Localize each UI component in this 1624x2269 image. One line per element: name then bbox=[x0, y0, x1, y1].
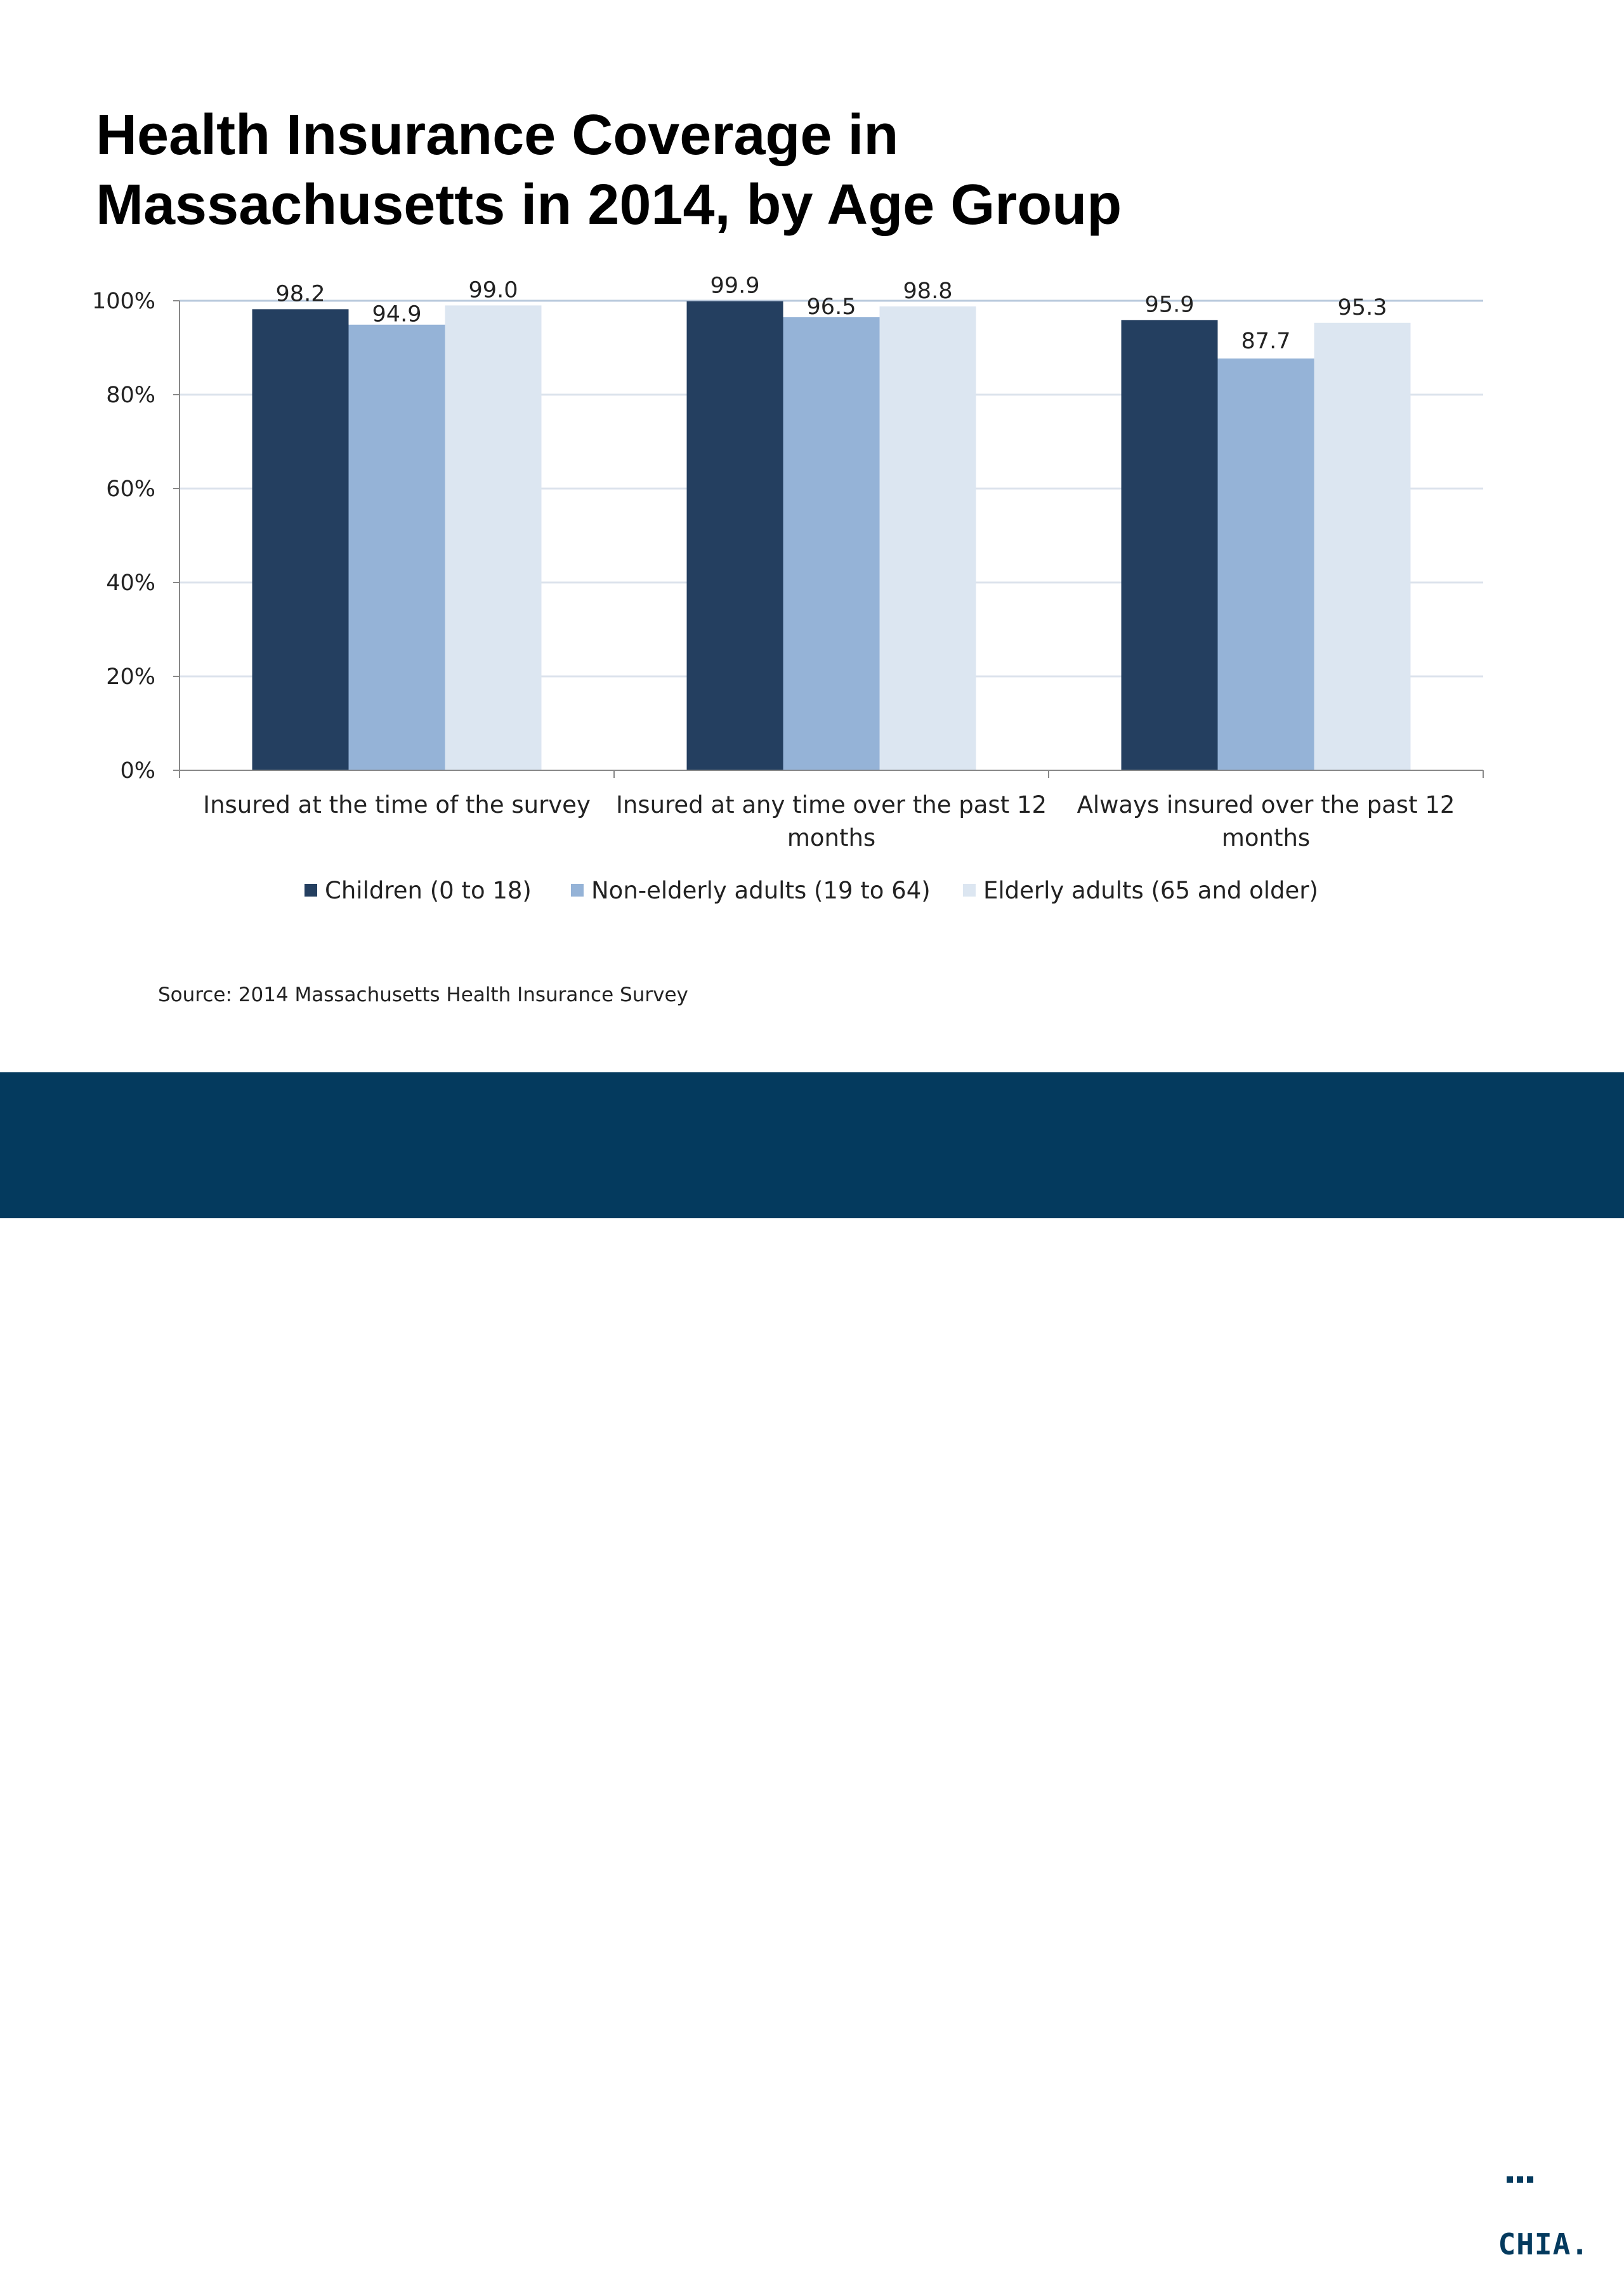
legend-swatch bbox=[571, 884, 584, 897]
x-category-label: Insured at any time over the past 12 bbox=[616, 791, 1047, 819]
x-category-label: Insured at the time of the survey bbox=[203, 791, 591, 819]
y-tick-label: 80% bbox=[106, 383, 155, 408]
bar bbox=[348, 324, 445, 770]
x-category-label: months bbox=[787, 824, 875, 852]
bar bbox=[1121, 320, 1218, 771]
x-category-label: months bbox=[1222, 824, 1310, 852]
slide-title-line-2: Massachusetts in 2014, by Age Group bbox=[96, 173, 1122, 237]
slide-title: Health Insurance Coverage in Massachuset… bbox=[96, 100, 1365, 240]
logo-text: CHIA. bbox=[1498, 2227, 1589, 2261]
data-label: 99.0 bbox=[469, 277, 518, 303]
logo-dots-icon bbox=[1507, 2176, 1533, 2183]
footer-band: 7 CHIA. bbox=[0, 1072, 1624, 2269]
bar bbox=[1217, 358, 1314, 770]
data-label: 94.9 bbox=[372, 302, 422, 327]
bar bbox=[783, 317, 880, 770]
chia-logo: CHIA. bbox=[1495, 2166, 1598, 2269]
bar bbox=[445, 305, 542, 770]
data-label: 95.3 bbox=[1338, 295, 1387, 320]
bar bbox=[879, 306, 976, 770]
legend-swatch bbox=[304, 884, 317, 897]
legend-label: Children (0 to 18) bbox=[325, 877, 532, 904]
y-tick-label: 100% bbox=[92, 289, 155, 314]
y-tick-label: 0% bbox=[120, 758, 155, 784]
data-label: 98.2 bbox=[276, 281, 325, 306]
page-number: 7 bbox=[1448, 2241, 1460, 2265]
data-label: 98.8 bbox=[903, 279, 953, 304]
grouped-bar-chart: 0% 20% 40% 60% 80% 100% 98.2 99.9 95.9 94.9 96.5 87… bbox=[92, 273, 1484, 904]
y-tick-label: 20% bbox=[106, 664, 155, 690]
bar bbox=[686, 301, 783, 770]
x-category-label: Always insured over the past 12 bbox=[1077, 791, 1455, 819]
bar bbox=[1314, 322, 1411, 770]
bar bbox=[252, 309, 349, 770]
source-note: Source: 2014 Massachusetts Health Insura… bbox=[158, 983, 688, 1006]
y-tick-label: 40% bbox=[106, 570, 155, 596]
data-label: 95.9 bbox=[1145, 292, 1195, 317]
slide-title-line-1: Health Insurance Coverage in bbox=[96, 103, 899, 167]
legend-swatch bbox=[963, 884, 976, 897]
y-tick-label: 60% bbox=[106, 477, 155, 502]
legend-label: Non-elderly adults (19 to 64) bbox=[591, 877, 931, 904]
data-label: 99.9 bbox=[710, 273, 760, 299]
data-label: 87.7 bbox=[1241, 329, 1291, 354]
data-label: 96.5 bbox=[807, 294, 856, 320]
legend-label: Elderly adults (65 and older) bbox=[983, 877, 1318, 904]
